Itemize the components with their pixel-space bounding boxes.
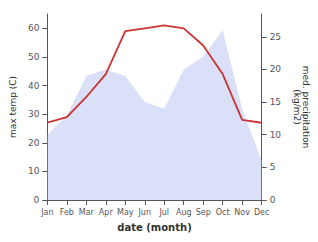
svg-text:Feb: Feb — [60, 208, 74, 217]
svg-text:max temp (C): max temp (C) — [8, 76, 18, 138]
svg-text:Mar: Mar — [79, 208, 95, 217]
svg-text:Dec: Dec — [254, 208, 269, 217]
svg-text:5: 5 — [270, 162, 276, 172]
svg-text:med. precipitation: med. precipitation — [300, 65, 311, 149]
svg-text:15: 15 — [270, 97, 281, 107]
svg-text:30: 30 — [28, 109, 40, 119]
svg-text:50: 50 — [28, 52, 40, 62]
svg-text:60: 60 — [28, 23, 40, 33]
svg-text:Apr: Apr — [99, 208, 114, 217]
svg-text:Jan: Jan — [40, 208, 53, 217]
svg-text:Sep: Sep — [196, 208, 211, 217]
svg-text:25: 25 — [270, 32, 281, 42]
svg-text:10: 10 — [28, 166, 40, 176]
svg-text:May: May — [117, 208, 134, 217]
svg-text:0: 0 — [34, 195, 40, 205]
svg-text:Oct: Oct — [216, 208, 230, 217]
svg-text:10: 10 — [270, 130, 282, 140]
svg-text:20: 20 — [270, 64, 282, 74]
svg-text:20: 20 — [28, 138, 40, 148]
svg-text:Aug: Aug — [176, 208, 192, 217]
svg-text:Jun: Jun — [138, 208, 152, 217]
svg-text:(kg/m2): (kg/m2) — [292, 89, 302, 124]
svg-text:date (month): date (month) — [117, 222, 191, 233]
svg-text:Nov: Nov — [234, 208, 250, 217]
svg-text:Jul: Jul — [158, 208, 169, 217]
svg-text:40: 40 — [28, 81, 40, 91]
svg-text:0: 0 — [270, 195, 276, 205]
